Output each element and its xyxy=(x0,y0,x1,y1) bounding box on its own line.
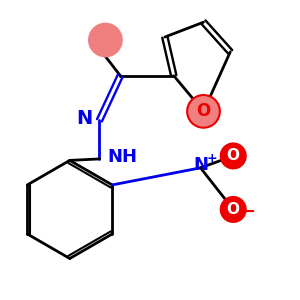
Text: N: N xyxy=(76,109,92,128)
Text: N: N xyxy=(193,156,208,174)
Circle shape xyxy=(187,95,220,128)
Text: O: O xyxy=(227,148,240,164)
Text: NH: NH xyxy=(107,148,137,166)
Circle shape xyxy=(221,197,246,222)
Circle shape xyxy=(89,24,122,56)
Text: O: O xyxy=(227,202,240,217)
Text: −: − xyxy=(241,203,256,221)
Circle shape xyxy=(221,143,246,168)
Text: +: + xyxy=(207,152,218,165)
Text: O: O xyxy=(196,102,211,120)
